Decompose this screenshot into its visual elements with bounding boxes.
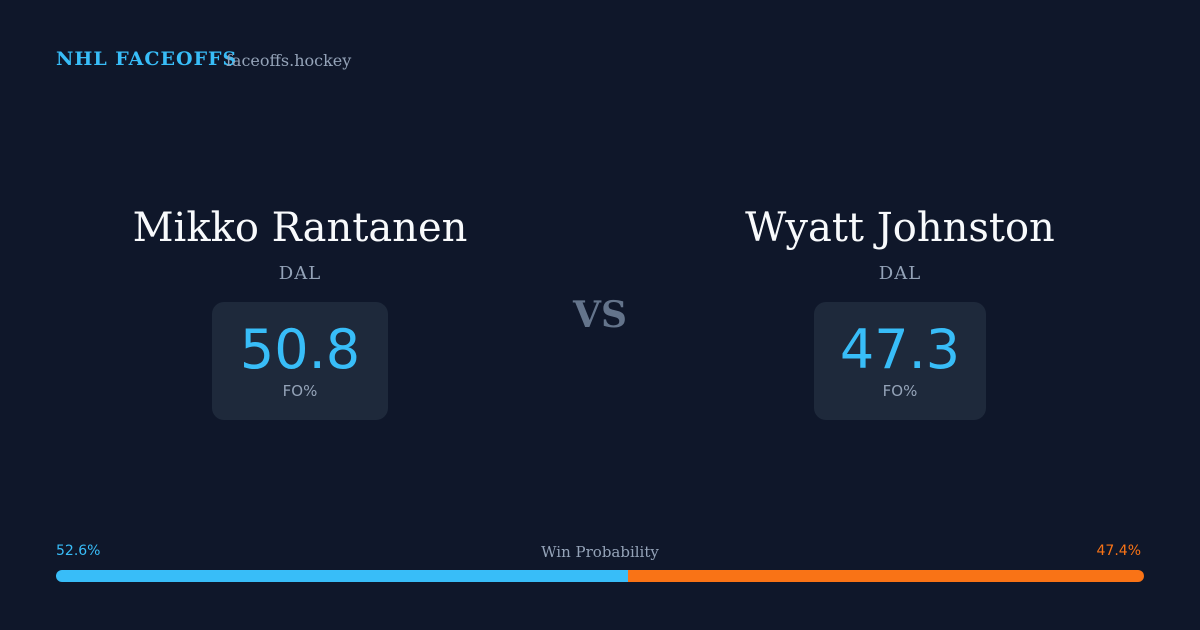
player-team: DAL xyxy=(278,263,322,284)
versus: VS xyxy=(573,294,627,336)
win-prob-title: Win Probability xyxy=(541,543,659,561)
win-prob-label: 52.6% xyxy=(56,543,101,559)
stat-label: FO% xyxy=(282,382,318,400)
stat-value: 50.8 xyxy=(239,318,361,381)
stat-card: 50.8 FO% xyxy=(212,302,388,420)
site-name[interactable]: faceoffs.hockey xyxy=(226,51,352,70)
win-prob-bar xyxy=(56,570,1144,582)
win-prob-segment xyxy=(628,570,1144,582)
win-prob-label: 47.4% xyxy=(1096,543,1141,559)
stat-value: 47.3 xyxy=(839,318,961,381)
stat-label: FO% xyxy=(882,382,918,400)
player-name: Mikko Rantanen xyxy=(132,205,468,251)
player-team: DAL xyxy=(878,263,922,284)
player-name: Wyatt Johnston xyxy=(745,205,1055,251)
brand-title[interactable]: NHL FACEOFFS xyxy=(56,48,238,70)
win-prob-segment xyxy=(56,570,629,582)
stat-card: 47.3 FO% xyxy=(814,302,986,420)
